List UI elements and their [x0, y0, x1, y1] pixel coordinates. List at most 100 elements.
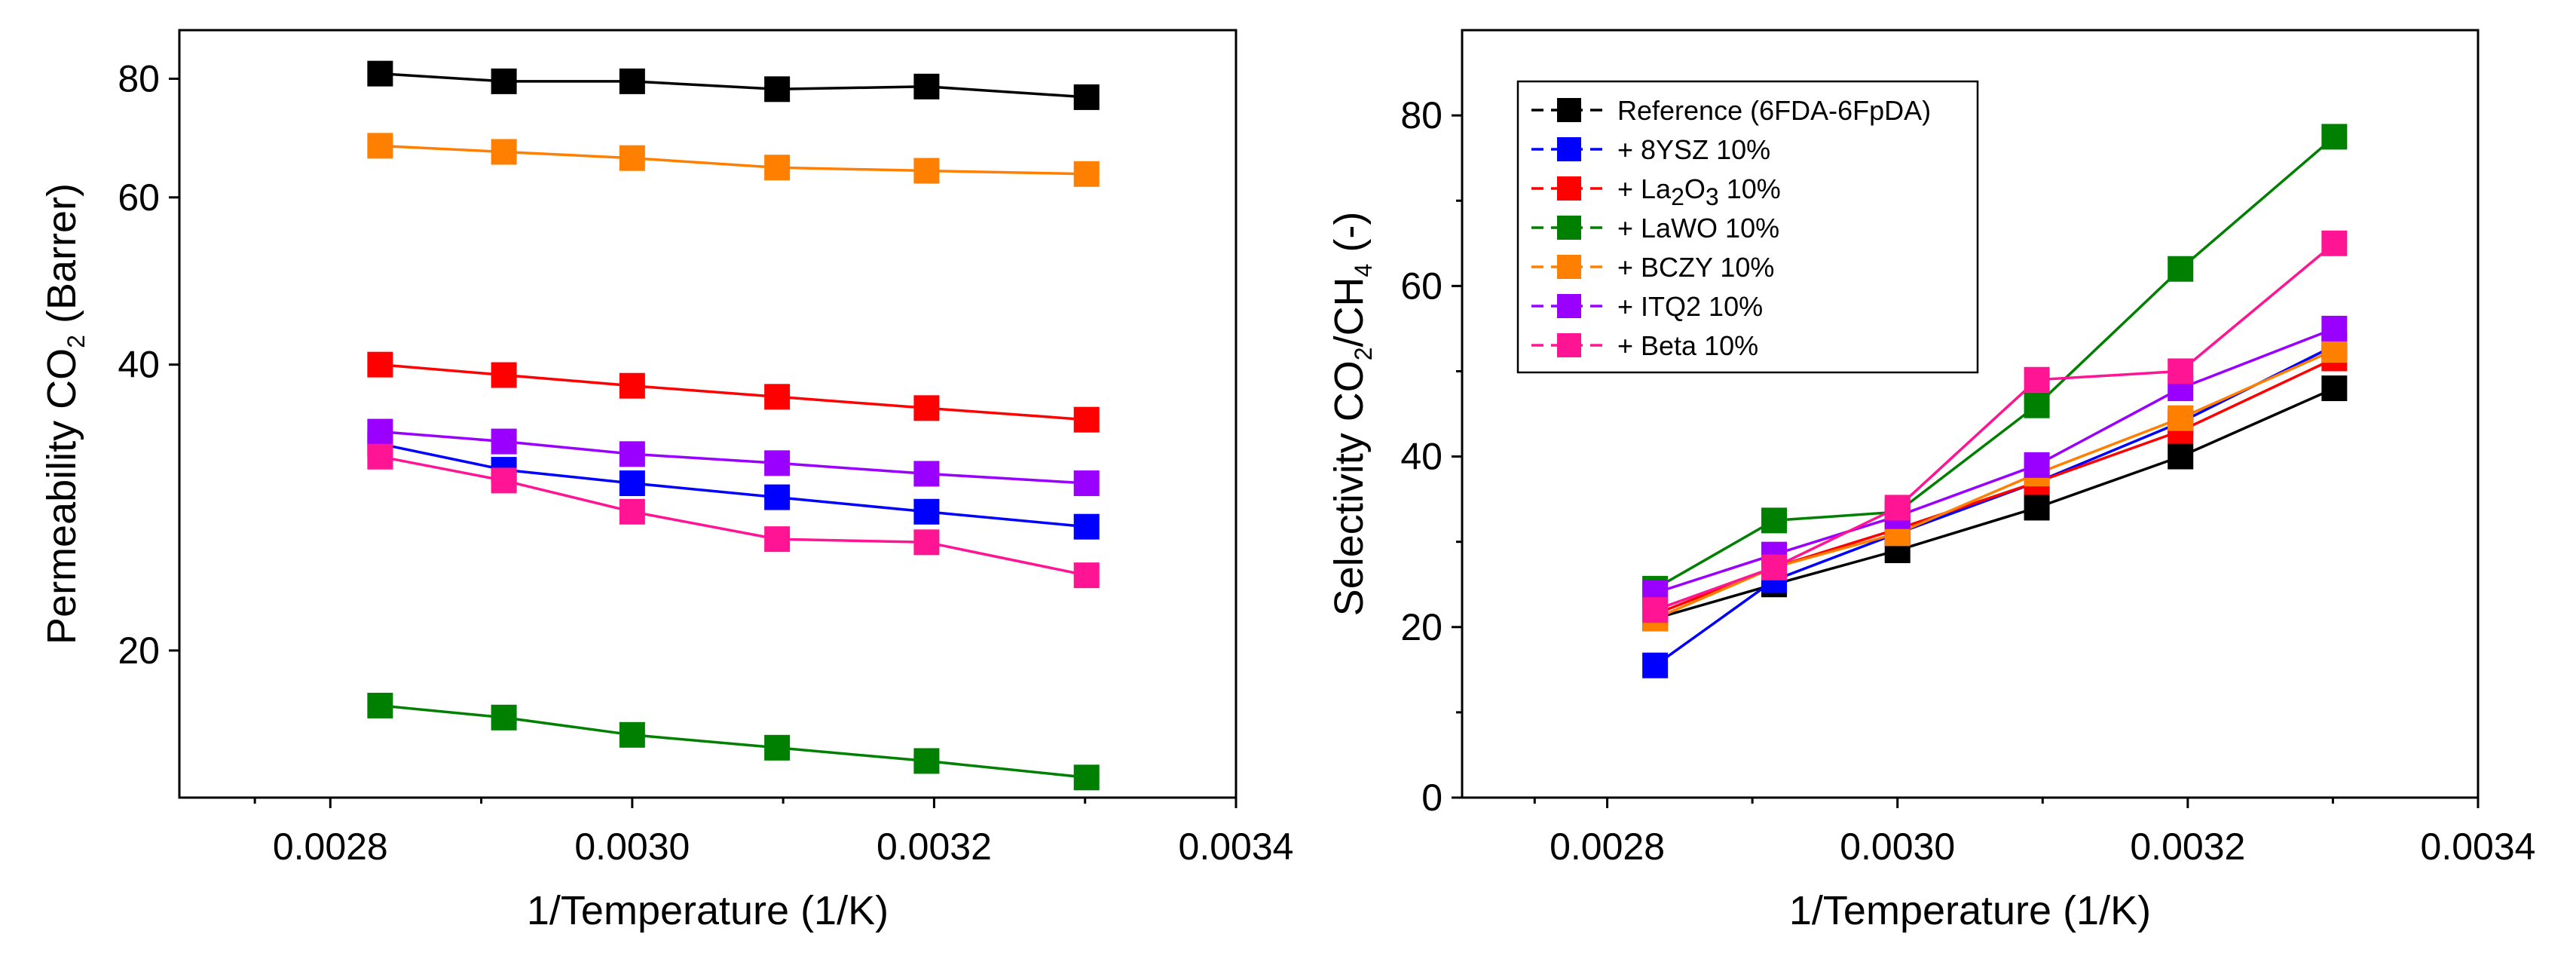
- legend-label-5: + ITQ2 10%: [1617, 291, 1763, 322]
- y-title-part: /CH: [1326, 277, 1372, 347]
- permeability-series-line-1: [380, 443, 1087, 528]
- legend-label-part: + ITQ2 10%: [1617, 291, 1763, 322]
- selectivity-x-tick-label: 0.0032: [2130, 826, 2245, 868]
- selectivity-series-0-point: [2168, 443, 2194, 470]
- selectivity-series-6-point: [1884, 495, 1911, 521]
- legend-label-subscript: 3: [1706, 183, 1719, 210]
- permeability-series-5-point: [1073, 470, 1100, 497]
- permeability-series-4-point: [491, 139, 517, 165]
- selectivity-series-6-point: [2168, 358, 2194, 384]
- permeability-series-6-point: [764, 526, 791, 553]
- y-title-part: Permeability CO: [39, 348, 84, 645]
- selectivity-y-tick-label: 80: [1400, 94, 1442, 136]
- permeability-series-5-point: [913, 461, 940, 487]
- y-title-part: (-): [1326, 212, 1372, 264]
- permeability-series-5-point: [491, 428, 517, 455]
- selectivity-series-0-point: [2321, 375, 2348, 402]
- legend: Reference (6FDA-6FpDA) + 8YSZ 10% + La2O3 …: [1516, 80, 1979, 374]
- legend-label-part: + 8YSZ 10%: [1617, 134, 1770, 165]
- legend-marker-0: [1557, 98, 1581, 122]
- permeability-series-1-point: [619, 470, 645, 497]
- selectivity-series-3-point: [2168, 256, 2194, 282]
- legend-label-3: + LaWO 10%: [1617, 213, 1779, 244]
- legend-label-part: 10%: [1719, 173, 1781, 204]
- permeability-series-line-4: [380, 144, 1087, 176]
- permeability-series-0-point: [367, 60, 393, 87]
- legend-label-subscript: 2: [1671, 183, 1684, 210]
- selectivity-series-line-3: [1654, 136, 2336, 590]
- selectivity-series-3-point: [2024, 392, 2050, 418]
- permeability-x-tick-label: 0.0030: [574, 826, 690, 868]
- legend-label-part: Reference (6FDA-6FpDA): [1617, 95, 1931, 126]
- permeability-series-3-point: [491, 704, 517, 731]
- permeability-series-0-point: [491, 68, 517, 94]
- permeability-series-2-point: [1073, 406, 1100, 433]
- permeability-series-3-point: [913, 748, 940, 774]
- permeability-series-3-point: [367, 692, 393, 718]
- permeability-series-5-point: [619, 441, 645, 467]
- permeability-plot-frame: [178, 29, 1238, 799]
- permeability-series-line-2: [380, 363, 1087, 421]
- permeability-series-5-point: [367, 418, 393, 445]
- selectivity-series-line-6: [1654, 242, 2336, 611]
- y-title-subscript: 4: [1350, 264, 1377, 277]
- permeability-series-2-point: [764, 384, 791, 410]
- permeability-series-3-point: [764, 734, 791, 761]
- selectivity-y-tick-label: 60: [1400, 265, 1442, 307]
- selectivity-panel: 0.0028 0.0030 0.0032 0.0034 0 20 40 60 80 1/Tempe…: [1326, 29, 2536, 933]
- selectivity-series-line-4: [1654, 348, 2336, 620]
- selectivity-series-3-point: [2321, 124, 2348, 150]
- legend-marker-4: [1557, 255, 1581, 279]
- selectivity-series-0-point: [2024, 495, 2050, 521]
- legend-label-part: + La: [1617, 173, 1672, 204]
- permeability-panel: 0.0028 0.0030 0.0032 0.0034 20 40 60 80 1/Temper…: [39, 29, 1294, 933]
- selectivity-y-tick-label: 20: [1400, 606, 1442, 648]
- selectivity-series-3-point: [1761, 507, 1788, 534]
- permeability-series-4-point: [619, 145, 645, 171]
- permeability-y-tick-label: 80: [118, 57, 160, 100]
- selectivity-series-6-point: [1642, 597, 1669, 623]
- selectivity-y-tick-label: 40: [1400, 436, 1442, 478]
- permeability-x-tick-label: 0.0032: [877, 826, 992, 868]
- selectivity-series-4-point: [2168, 405, 2194, 431]
- permeability-series-1-point: [1073, 513, 1100, 540]
- permeability-series-0-point: [1073, 84, 1100, 110]
- selectivity-x-axis-title: 1/Temperature (1/K): [1789, 888, 2151, 933]
- permeability-series-6-point: [619, 498, 645, 525]
- legend-label-part: + BCZY 10%: [1617, 252, 1774, 283]
- permeability-series-1-point: [913, 498, 940, 525]
- selectivity-plot-frame: [1461, 29, 2480, 799]
- selectivity-series-6-point: [2024, 366, 2050, 393]
- permeability-series-2-point: [491, 362, 517, 388]
- selectivity-series-1-point: [1642, 652, 1669, 678]
- legend-label-6: + Beta 10%: [1617, 330, 1758, 361]
- legend-label-part: O: [1684, 173, 1706, 204]
- permeability-x-axis-title: 1/Temperature (1/K): [527, 888, 889, 933]
- permeability-y-tick-label: 40: [118, 344, 160, 386]
- permeability-series-line-5: [380, 430, 1087, 485]
- legend-marker-6: [1557, 333, 1581, 357]
- permeability-series-0-point: [764, 76, 791, 103]
- permeability-series-4-point: [367, 133, 393, 159]
- legend-label-part: + LaWO 10%: [1617, 213, 1779, 244]
- permeability-series-4-point: [913, 158, 940, 184]
- permeability-series-4-point: [764, 155, 791, 181]
- permeability-series-6-point: [367, 443, 393, 470]
- selectivity-x-tick-label: 0.0030: [1840, 826, 1955, 868]
- permeability-series-2-point: [913, 395, 940, 421]
- legend-marker-3: [1557, 216, 1581, 240]
- permeability-series-6-point: [1073, 562, 1100, 589]
- permeability-series-0-point: [619, 68, 645, 94]
- legend-label-0: Reference (6FDA-6FpDA): [1617, 95, 1931, 126]
- legend-marker-2: [1557, 176, 1581, 201]
- selectivity-series-6-point: [1761, 554, 1788, 580]
- permeability-y-tick-label: 20: [118, 629, 160, 672]
- selectivity-series-line-0: [1654, 387, 2336, 620]
- selectivity-x-tick-label: 0.0034: [2421, 826, 2536, 868]
- permeability-series-line-0: [380, 72, 1087, 99]
- permeability-series-4-point: [1073, 161, 1100, 187]
- permeability-x-tick-label: 0.0034: [1179, 826, 1294, 868]
- y-title-subscript: 2: [63, 335, 90, 348]
- permeability-series-2-point: [619, 372, 645, 399]
